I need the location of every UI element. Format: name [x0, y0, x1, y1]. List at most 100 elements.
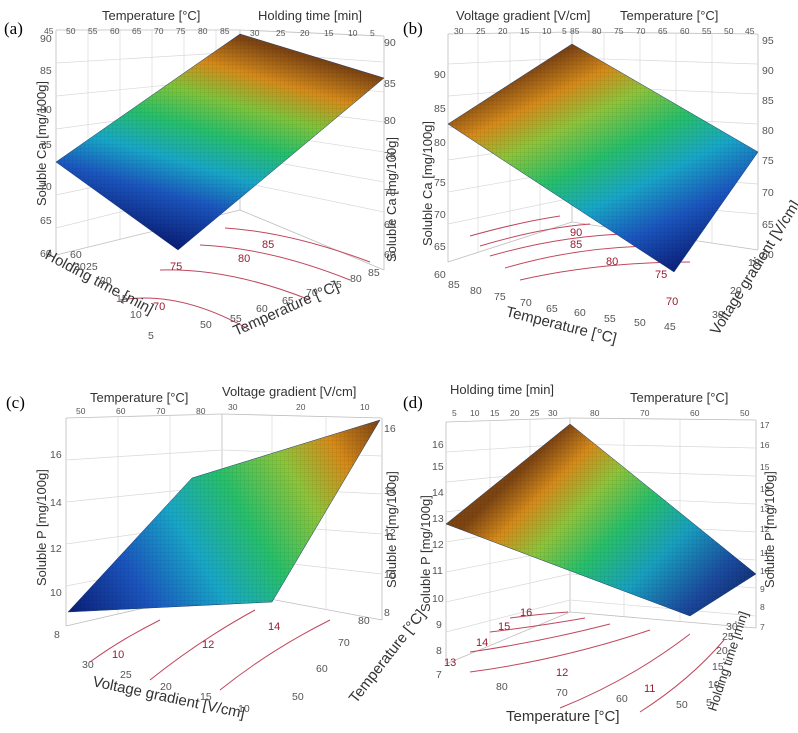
panel-b-x-title: Temperature [°C] [504, 303, 618, 347]
tick-label: 50 [634, 317, 646, 329]
panel-a-top-y-title: Holding time [min] [258, 8, 362, 23]
tick-label: 80 [762, 125, 774, 137]
panel-a: (a) [4, 8, 399, 342]
panel-d-contour-label: 13 [444, 657, 456, 669]
panel-b-contour-label: 70 [666, 296, 678, 308]
tick-label: 15 [324, 28, 334, 38]
panel-b-top-y-ticks: 85 80 75 70 65 60 55 50 45 [570, 26, 755, 36]
tick-label: 60 [384, 249, 396, 261]
tick-label: 50 [66, 26, 76, 36]
panel-b-contour-label: 85 [570, 239, 582, 251]
panel-d-top-y-ticks: 80 70 60 50 [590, 408, 750, 418]
panel-b-top-x-ticks: 30 25 20 15 10 5 [454, 26, 567, 36]
tick-label: 25 [86, 261, 98, 273]
tick-label: 80 [358, 615, 370, 627]
panel-b: (b) [403, 8, 798, 347]
panel-d-z-title: Soluble P [mg/100g] [418, 495, 433, 612]
panel-c-contours: 10 12 14 [89, 609, 331, 691]
tick-label: 11 [760, 548, 769, 558]
tick-label: 10 [760, 566, 770, 576]
tick-label: 85 [434, 103, 446, 115]
tick-label: 20 [510, 408, 520, 418]
panel-b-label: (b) [403, 19, 423, 38]
panel-a-bottom-x-ticks: 50 55 60 65 70 75 80 85 [200, 267, 380, 331]
panel-c: (c) 10 12 [6, 384, 429, 722]
tick-label: 15 [432, 461, 444, 473]
panel-a-surface [55, 33, 385, 251]
tick-label: 70 [338, 637, 350, 649]
tick-label: 60 [40, 248, 52, 260]
tick-label: 45 [44, 26, 54, 36]
tick-label: 80 [590, 408, 600, 418]
tick-label: 13 [432, 513, 444, 525]
tick-label: 10 [360, 402, 370, 412]
panel-d-right-z-title: Soluble P [mg/100g] [762, 471, 777, 588]
tick-label: 14 [50, 497, 62, 509]
tick-label: 25 [530, 408, 540, 418]
panel-b-bottom-x-ticks: 85 80 75 70 65 60 55 50 45 [448, 279, 676, 333]
panel-b-right-z-ticks: 60 65 70 75 80 85 90 95 [762, 35, 774, 261]
panel-d-bottom-y-ticks: 5 10 15 20 25 30 [706, 621, 738, 709]
tick-label: 14 [432, 487, 444, 499]
tick-label: 30 [548, 408, 558, 418]
tick-label: 20 [100, 275, 112, 287]
panel-b-contour-label: 90 [570, 227, 582, 239]
tick-label: 15 [200, 691, 212, 703]
tick-label: 10 [384, 569, 396, 581]
panel-c-top-x-ticks: 50 60 70 80 [76, 406, 206, 416]
tick-label: 65 [546, 303, 558, 315]
panel-c-top-y-title: Temperature [°C] [90, 390, 188, 405]
tick-label: 50 [76, 406, 86, 416]
panel-a-contour-label: 80 [238, 253, 250, 265]
tick-label: 75 [434, 177, 446, 189]
tick-label: 70 [762, 187, 774, 199]
tick-label: 60 [116, 406, 126, 416]
panel-a-contour-label: 75 [170, 261, 182, 273]
tick-label: 60 [762, 249, 774, 261]
tick-label: 85 [368, 267, 380, 279]
tick-label: 70 [520, 297, 532, 309]
tick-label: 9 [760, 584, 765, 594]
panel-a-contour-label: 85 [262, 239, 274, 251]
panel-a-right-z-ticks: 60 65 70 75 80 85 90 [384, 37, 396, 261]
tick-label: 80 [470, 285, 482, 297]
tick-label: 50 [676, 699, 688, 711]
panel-b-top-x-title: Temperature [°C] [620, 8, 718, 23]
tick-label: 8 [384, 607, 390, 619]
tick-label: 95 [762, 35, 774, 47]
tick-label: 70 [40, 181, 52, 193]
tick-label: 65 [658, 26, 668, 36]
tick-label: 85 [570, 26, 580, 36]
tick-label: 16 [384, 423, 396, 435]
tick-label: 25 [276, 28, 286, 38]
tick-label: 65 [282, 295, 294, 307]
panel-d-left-z-ticks: 7 8 9 10 11 12 13 14 15 16 [432, 439, 444, 681]
panel-b-left-z-ticks: 60 65 70 75 80 85 90 [434, 69, 446, 281]
tick-label: 17 [760, 420, 770, 430]
tick-label: 5 [562, 26, 567, 36]
tick-label: 90 [40, 33, 52, 45]
tick-label: 75 [330, 279, 342, 291]
tick-label: 13 [760, 504, 770, 514]
panel-c-right-z-title: Soluble P [mg/100g] [384, 471, 399, 588]
panel-a-z-title: Soluble Ca [mg/100g] [34, 81, 49, 206]
tick-label: 8 [760, 602, 765, 612]
tick-label: 25 [722, 631, 734, 643]
tick-label: 75 [384, 150, 396, 162]
tick-label: 9 [436, 619, 442, 631]
tick-label: 60 [574, 307, 586, 319]
tick-label: 70 [640, 408, 650, 418]
panel-c-z-title: Soluble P [mg/100g] [34, 469, 49, 586]
tick-label: 20 [498, 26, 508, 36]
tick-label: 60 [434, 269, 446, 281]
panel-c-contour-label: 10 [112, 649, 124, 661]
tick-label: 60 [616, 693, 628, 705]
tick-label: 60 [70, 249, 82, 261]
tick-label: 12 [50, 543, 62, 555]
tick-label: 80 [496, 681, 508, 693]
tick-label: 20 [160, 681, 172, 693]
tick-label: 30 [712, 309, 724, 321]
tick-label: 15 [760, 462, 770, 472]
panel-a-contour-label: 70 [153, 301, 165, 313]
